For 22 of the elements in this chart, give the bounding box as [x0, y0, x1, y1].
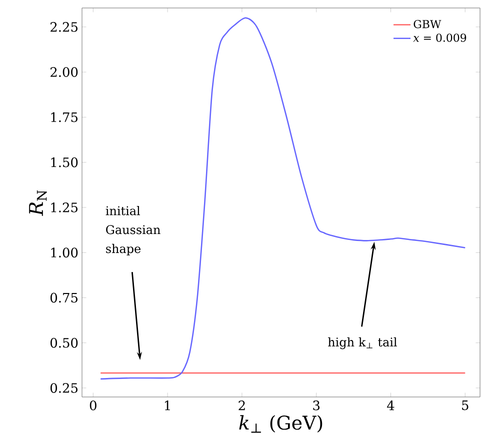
x-tick-label: 5 [462, 400, 468, 410]
y-tick-label: 2.25 [50, 22, 78, 32]
x-tick-label: 3 [313, 400, 320, 410]
y-tick-label: 2.00 [50, 67, 78, 77]
annotation: high k$_{⊥}$ tail [328, 337, 397, 350]
y-tick-label: 0.25 [50, 383, 78, 393]
y-axis-title: R$_{N}$ [29, 190, 47, 216]
y-tick-label: 0.75 [50, 292, 78, 303]
y-tick-label: 1.25 [51, 202, 78, 212]
x-axis-title: k$_{⊥}$ (GeV) [239, 415, 322, 433]
y-tick-label: 1.75 [51, 112, 78, 122]
legend-label: GBW [414, 20, 442, 28]
x-tick-label: 4 [387, 400, 394, 410]
annotation: initial Gaussian shape [106, 206, 160, 256]
x-tick-label: 2 [238, 400, 245, 410]
x-tick-label: 0 [90, 400, 96, 410]
line-series [100, 17, 466, 380]
y-tick-label: 1.00 [51, 248, 78, 258]
y-tick-label: 0.50 [50, 338, 78, 348]
x-tick-label: 1 [165, 400, 170, 410]
legend-label: x = 0.009 [413, 34, 466, 42]
y-tick-label: 1.50 [51, 157, 78, 168]
